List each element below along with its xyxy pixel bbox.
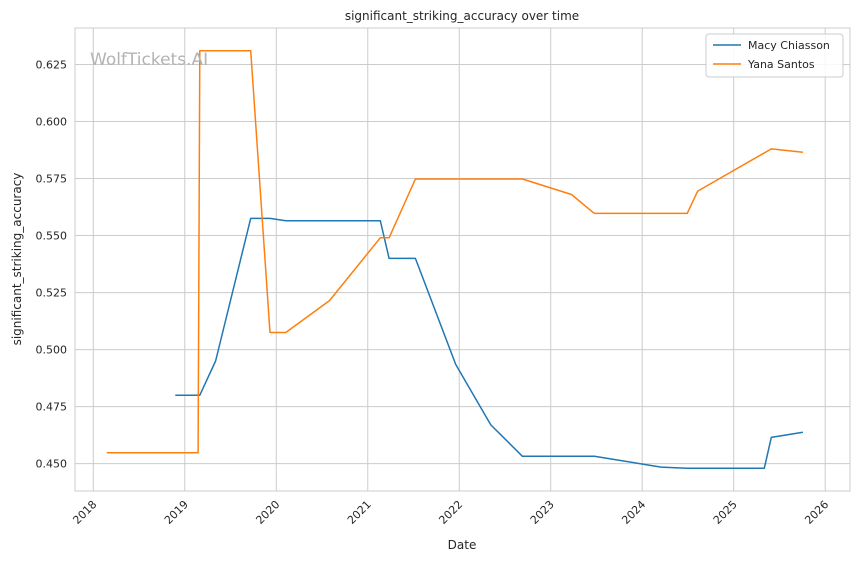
y-tick-label: 0.575 [36,173,68,186]
legend: Macy Chiasson Yana Santos [705,33,844,78]
y-tick-label: 0.475 [36,401,68,414]
y-axis-ticks: 0.450 0.475 0.500 0.525 0.550 0.575 0.600 0.625 [36,58,68,470]
series-line-yana-santos [106,50,803,454]
y-tick-label: 0.450 [36,458,68,471]
y-tick-label: 0.525 [36,287,68,300]
y-tick-label: 0.500 [36,344,68,357]
legend-label-macy-chiasson: Macy Chiasson [748,39,830,52]
y-axis-label: significant_striking_accuracy [10,173,24,346]
series-line-macy-chiasson [175,217,804,469]
y-tick-label: 0.550 [36,230,68,243]
y-tick-label: 0.600 [36,116,68,129]
plot-area [74,27,851,492]
x-axis-label: Date [448,538,477,552]
series-lines [106,50,804,469]
y-tick-label: 0.625 [36,58,68,71]
legend-label-yana-santos: Yana Santos [747,58,815,71]
chart-title: significant_striking_accuracy over time [345,9,579,23]
watermark: WolfTickets.AI [90,50,208,70]
